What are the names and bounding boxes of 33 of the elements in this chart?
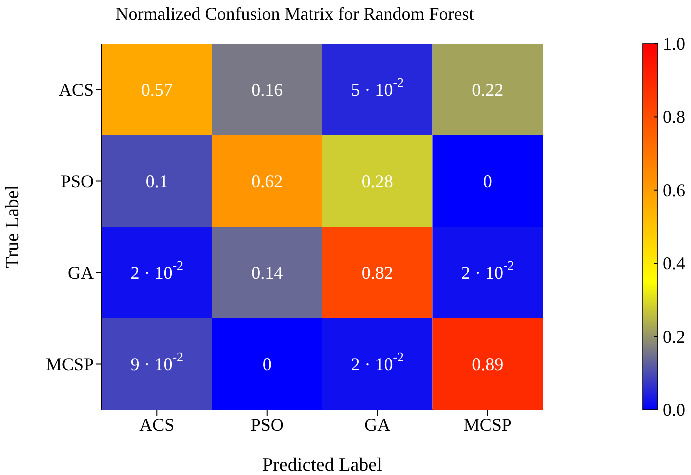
data-label: 0.28 <box>362 171 394 192</box>
data-label: 5 · 10$^{-2}$ <box>351 74 404 100</box>
x-tick-label: PSO <box>250 414 284 435</box>
data-label: 2 · 10$^{-2}$ <box>351 349 404 374</box>
data-label: 0.82 <box>362 262 394 283</box>
data-label: 0.1 <box>146 171 168 192</box>
x-tick-label: ACS <box>140 414 175 435</box>
data-label: 0.16 <box>252 80 284 100</box>
color-bar-label: 0.0 <box>663 400 686 420</box>
x-tick-label: MCSP <box>464 414 512 435</box>
data-label: 0 <box>262 354 272 374</box>
y-tick-label: GA <box>68 263 94 284</box>
y-axis-title: True Label <box>2 185 24 269</box>
data-label: 2 · 10$^{-2}$ <box>130 258 184 283</box>
color-bar-label: 0.2 <box>663 326 686 347</box>
data-label: 0.14 <box>252 262 284 283</box>
color-bar-label: 0.4 <box>663 254 686 274</box>
x-axis-title: Predicted Label <box>262 455 382 475</box>
data-label: 0.89 <box>472 354 504 374</box>
data-label: 2 · 10$^{-2}$ <box>461 258 514 283</box>
y-tick-label: ACS <box>58 80 94 100</box>
y-tick-label: MCSP <box>46 354 94 375</box>
chart-title: Normalized Confusion Matrix for Random Forest <box>114 4 476 25</box>
data-label: 0.57 <box>141 80 173 100</box>
color-bar-label: 1.0 <box>663 34 686 54</box>
data-label: 0.22 <box>472 80 504 100</box>
color-bar-label: 0.8 <box>663 107 686 128</box>
data-label: 0 <box>483 171 492 192</box>
y-tick-label: PSO <box>60 172 94 192</box>
color-bar-label: 0.6 <box>663 180 686 200</box>
data-label: 9 · 10$^{-2}$ <box>130 349 184 374</box>
data-label: 0.62 <box>252 171 284 192</box>
x-tick-label: GA <box>364 414 391 435</box>
